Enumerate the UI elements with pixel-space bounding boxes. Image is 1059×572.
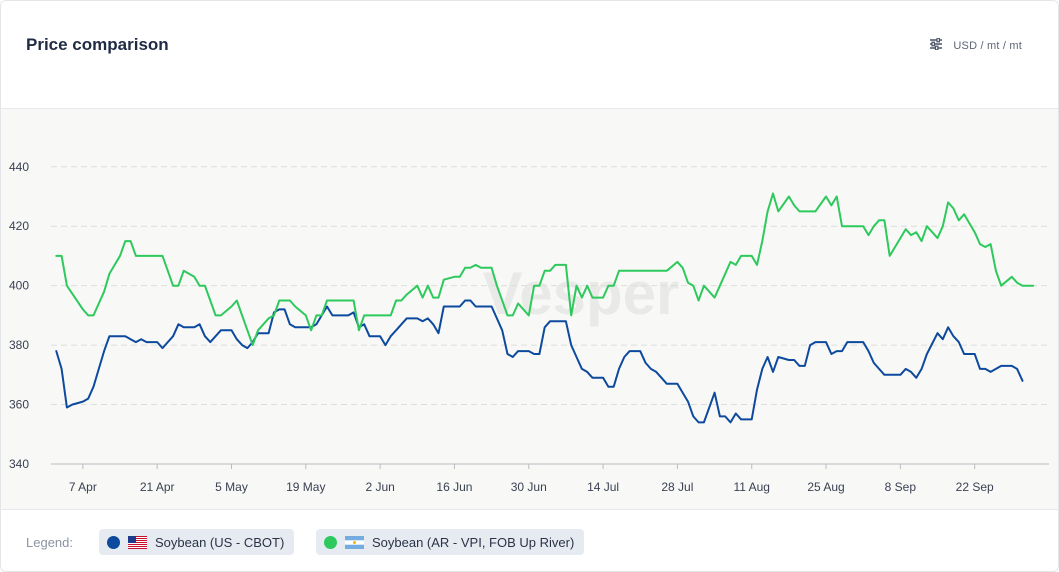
y-tick-label: 340: [9, 457, 29, 471]
us-flag-icon: [128, 535, 147, 549]
x-tick-label: 5 May: [215, 480, 248, 494]
legend-item-label: Soybean (AR - VPI, FOB Up River): [372, 534, 575, 550]
series-color-dot: [324, 535, 337, 549]
legend-bar: Legend: Soybean (US - CBOT): [1, 509, 1058, 571]
series-line-us-cbot: [55, 299, 1024, 424]
x-tick-label: 16 Jun: [436, 480, 472, 494]
unit-label[interactable]: USD / mt / mt: [953, 40, 1022, 52]
series-color-dot: [107, 535, 120, 549]
axes: 340 360 380 400 420 440 7 Apr 21 Apr 5 May 19 May…: [9, 160, 1049, 494]
series-lines: [55, 192, 1035, 424]
y-tick-label: 380: [9, 338, 29, 352]
grid-lines: [51, 166, 1049, 406]
y-tick-label: 440: [9, 160, 29, 174]
plot-area: Vesper 340 360 380 400 420 440 7 Apr 21 Apr 5 Ma…: [1, 109, 1058, 509]
page-title: Price comparison: [26, 35, 169, 54]
legend-item-ar-vpi[interactable]: Soybean (AR - VPI, FOB Up River): [316, 529, 585, 555]
x-tick-label: 28 Jul: [661, 480, 693, 494]
y-tick-label: 420: [9, 219, 29, 233]
sliders-icon[interactable]: [929, 37, 943, 55]
x-tick-label: 8 Sep: [885, 480, 917, 494]
x-tick-label: 14 Jul: [587, 480, 619, 494]
x-tick-label: 30 Jun: [511, 480, 547, 494]
card-header: Price comparison USD / mt / mt: [1, 1, 1058, 109]
legend-item-label: Soybean (US - CBOT): [155, 534, 285, 550]
x-tick-label: 11 Aug: [733, 480, 769, 494]
ar-flag-icon: [345, 535, 364, 549]
y-tick-label: 360: [9, 398, 29, 412]
unit-selector[interactable]: USD / mt / mt: [929, 37, 1022, 55]
x-tick-label: 21 Apr: [140, 480, 175, 494]
legend-item-us-cbot[interactable]: Soybean (US - CBOT): [99, 529, 295, 555]
x-tick-label: 22 Sep: [956, 480, 994, 494]
x-tick-label: 25 Aug: [807, 480, 844, 494]
y-tick-label: 400: [9, 279, 29, 293]
x-tick-label: 2 Jun: [365, 480, 394, 494]
x-tick-label: 7 Apr: [69, 480, 97, 494]
series-line-ar-vpi: [55, 192, 1035, 347]
x-tick-label: 19 May: [286, 480, 325, 494]
legend-title: Legend:: [26, 535, 73, 550]
